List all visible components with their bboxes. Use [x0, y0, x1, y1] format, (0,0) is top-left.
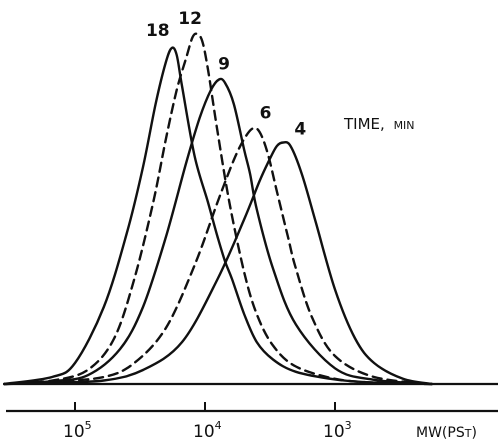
x-tick-label-5: 105 [63, 419, 92, 442]
series-18-curve [3, 46, 433, 386]
x-tick-label-exponent: 3 [345, 419, 352, 432]
x-tick-label-4: 104 [193, 419, 222, 442]
x-axis-label-sub: T [464, 427, 472, 440]
series-label-layer: 18 12 9 6 4 [146, 9, 306, 140]
series-6-curve [3, 126, 433, 386]
legend-title-main: TIME, [343, 115, 385, 133]
series-6-label: 6 [260, 104, 272, 124]
x-tick-label-exponent: 4 [215, 419, 222, 432]
x-axis-label: MW(PST) [416, 425, 477, 441]
series-12-curve [3, 32, 433, 386]
curve-layer [3, 32, 433, 386]
x-axis-label-close: ) [471, 425, 476, 441]
x-axis-label-main: MW(PS [416, 425, 465, 441]
series-12-label: 12 [178, 9, 202, 29]
x-tick-label-base: 10 [323, 422, 345, 442]
legend-title: TIME, MIN [343, 115, 415, 133]
x-tick-label-3: 103 [323, 419, 352, 442]
x-tick-label-base: 10 [193, 422, 215, 442]
series-4-curve [3, 141, 433, 386]
x-tick-layer: 105 104 103 [63, 402, 352, 442]
legend-title-unit: MIN [394, 119, 415, 132]
series-4-label: 4 [294, 120, 306, 140]
series-18-label: 18 [146, 21, 170, 41]
series-9-curve [3, 77, 433, 386]
series-9-label: 9 [218, 55, 230, 75]
x-tick-label-exponent: 5 [85, 419, 92, 432]
x-tick-label-base: 10 [63, 422, 85, 442]
